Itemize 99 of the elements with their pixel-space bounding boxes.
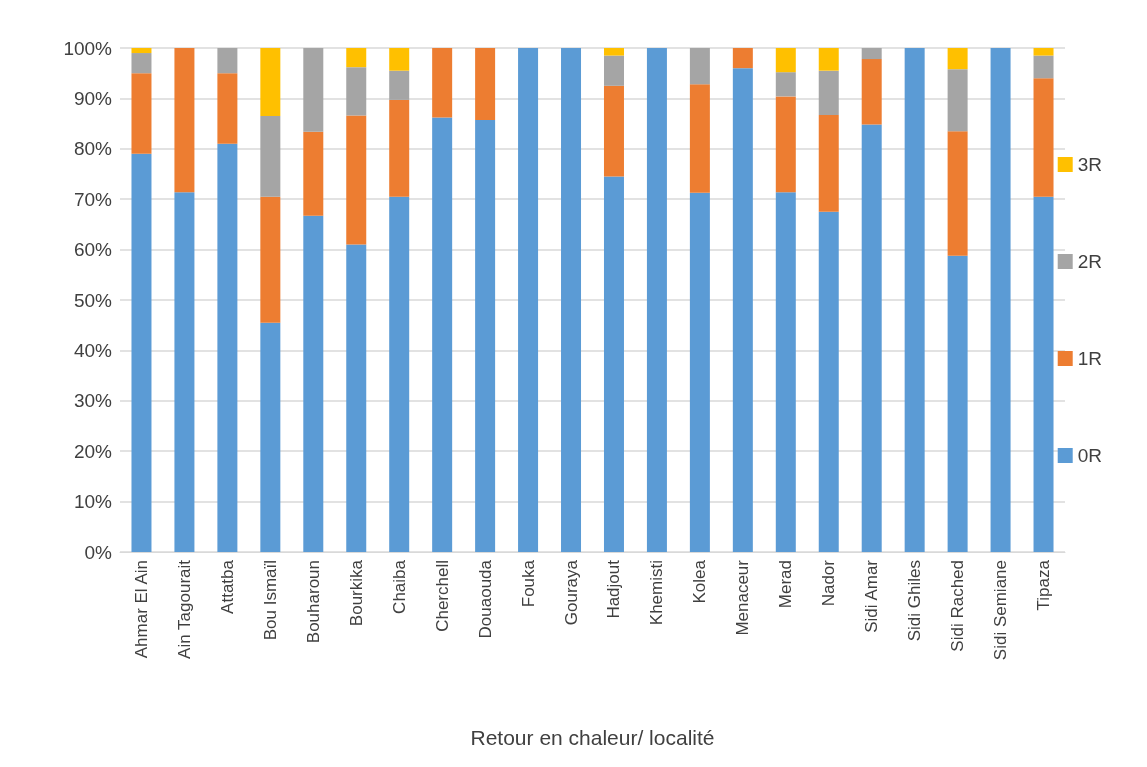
bar — [389, 70, 410, 100]
bar — [174, 192, 195, 552]
bar — [603, 85, 624, 177]
bar — [174, 48, 195, 193]
bar — [990, 48, 1011, 552]
bar — [732, 48, 753, 69]
bar — [603, 176, 624, 552]
bar — [732, 68, 753, 552]
bar — [603, 55, 624, 86]
bar — [775, 72, 796, 97]
x-tick-label: Bou Ismaïl — [260, 560, 280, 641]
y-tick-label: 20% — [73, 440, 113, 462]
bar — [818, 115, 839, 212]
x-tick-label: Kolea — [690, 559, 710, 604]
legend-label: 0R — [1077, 445, 1103, 466]
x-tick-label: Ahmar El Ain — [131, 560, 151, 659]
bar — [432, 48, 453, 118]
bar — [775, 48, 796, 73]
x-tick-label: Sidi Ghiles — [905, 560, 925, 642]
legend-label: 3R — [1077, 154, 1103, 175]
bar — [689, 84, 710, 193]
x-tick-label: Attatba — [217, 559, 237, 614]
bar — [475, 120, 496, 552]
bar — [260, 48, 281, 117]
x-tick-label: Khemisti — [647, 560, 667, 626]
y-tick-label: 60% — [73, 239, 113, 261]
y-tick-label: 80% — [73, 138, 113, 160]
bar — [861, 48, 882, 60]
bar — [475, 48, 496, 121]
bar — [818, 70, 839, 116]
bar — [775, 192, 796, 552]
y-tick-label: 50% — [73, 289, 113, 311]
x-tick-label: Sidi Rached — [948, 560, 968, 652]
bar — [689, 48, 710, 85]
y-tick-label: 90% — [73, 87, 113, 109]
bar — [131, 153, 152, 552]
bar — [861, 59, 882, 125]
bar — [260, 322, 281, 552]
x-tick-label: Fouka — [518, 559, 538, 608]
bar — [1033, 48, 1054, 56]
bar — [260, 196, 281, 323]
y-tick-label: 30% — [73, 390, 113, 412]
bar — [775, 96, 796, 193]
bar — [432, 117, 453, 552]
bar — [818, 211, 839, 552]
x-tick-label: Gouraya — [561, 559, 581, 626]
x-tick-label: Sidi Amar — [862, 559, 882, 633]
bar — [131, 53, 152, 74]
bar — [603, 48, 624, 56]
bar — [818, 48, 839, 71]
bar — [561, 48, 582, 552]
bar — [217, 73, 238, 144]
bar — [947, 69, 968, 132]
x-tick-label: Hadjout — [604, 559, 624, 619]
bar — [389, 48, 410, 71]
x-tick-label: Bourkika — [346, 559, 366, 627]
bar — [346, 67, 367, 116]
x-tick-label: Bouharoun — [303, 560, 323, 644]
bar — [260, 116, 281, 197]
bar — [346, 244, 367, 552]
bar — [303, 131, 324, 216]
bar — [1033, 55, 1054, 79]
bar — [904, 48, 925, 552]
x-axis-title: Retour en chaleur/ localité — [470, 726, 715, 749]
y-tick-label: 100% — [63, 37, 113, 59]
x-tick-label: Chaiba — [389, 559, 409, 614]
y-tick-label: 10% — [73, 491, 113, 513]
bar — [689, 192, 710, 552]
bar — [1033, 78, 1054, 197]
x-tick-label: Nador — [819, 559, 839, 607]
bar — [1033, 196, 1054, 552]
bar — [947, 255, 968, 552]
bar — [303, 48, 324, 132]
x-tick-label: Ain Tagourait — [174, 559, 194, 659]
legend-label: 2R — [1077, 251, 1103, 272]
bar — [217, 143, 238, 552]
x-tick-label: Sidi Semiane — [991, 560, 1011, 661]
x-tick-label: Menaceur — [733, 559, 753, 636]
bar — [389, 99, 410, 197]
bar — [217, 48, 238, 74]
bar — [346, 115, 367, 245]
bar — [346, 48, 367, 68]
bar — [518, 48, 539, 552]
bar — [861, 124, 882, 552]
bar — [131, 48, 152, 54]
x-tick-label: Cherchell — [432, 560, 452, 632]
bar — [303, 215, 324, 552]
y-tick-label: 70% — [73, 188, 113, 210]
x-tick-label: Douaouda — [475, 559, 495, 639]
x-tick-label: Merad — [776, 560, 796, 609]
y-tick-label: 0% — [84, 541, 113, 563]
bar — [947, 48, 968, 70]
bar — [646, 48, 667, 552]
bar — [131, 73, 152, 154]
x-tick-label: Tipaza — [1034, 559, 1054, 611]
bar — [947, 131, 968, 256]
legend-label: 1R — [1077, 348, 1103, 369]
bar — [389, 196, 410, 552]
y-tick-label: 40% — [73, 339, 113, 361]
